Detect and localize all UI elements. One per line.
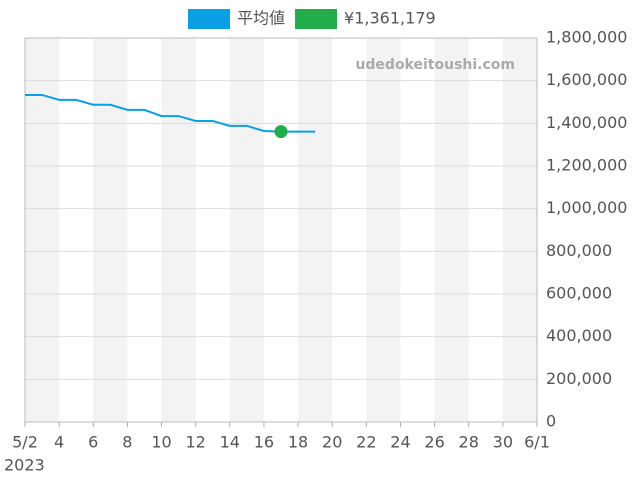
y-tick-label: 0 [546,412,556,431]
x-sublabel: 2023 [4,456,45,475]
y-tick-label: 1,000,000 [546,198,627,217]
x-tick-label: 28 [459,433,479,452]
x-tick-label: 30 [493,433,513,452]
y-tick-label: 400,000 [546,326,612,345]
y-tick-label: 1,200,000 [546,156,627,175]
x-tick-label: 6/1 [524,433,550,452]
y-tick-label: 1,800,000 [546,28,627,47]
stripe [25,38,60,422]
y-tick-label: 1,400,000 [546,113,627,132]
x-tick-label: 10 [151,433,171,452]
x-tick-label: 26 [424,433,444,452]
y-tick-label: 600,000 [546,284,612,303]
legend-label: ¥1,361,179 [344,9,436,28]
y-tick-label: 200,000 [546,369,612,388]
x-tick-label: 18 [288,433,308,452]
legend-swatch [295,9,338,29]
series-line [25,93,316,133]
y-tick-label: 800,000 [546,241,612,260]
x-tick-label: 14 [220,433,240,452]
background-stripes [25,38,537,422]
stripe [229,38,264,422]
x-tick-label: 22 [356,433,376,452]
watermark: udedokeitoushi.com [355,57,515,73]
x-tick-label: 5/2 [12,433,38,452]
plot-frame [24,37,538,423]
stripe [434,38,469,422]
stripe [502,38,537,422]
legend-swatch [188,9,230,29]
x-tick-label: 4 [54,433,64,452]
legend-label: 平均値 [237,9,285,28]
y-tick-label: 1,600,000 [546,70,627,89]
x-tick-label: 8 [122,433,132,452]
stripe [366,38,401,422]
x-tick-label: 6 [88,433,98,452]
point [274,125,288,139]
x-tick-label: 16 [254,433,274,452]
stripe [93,38,128,422]
x-tick-label: 20 [322,433,342,452]
stripe [298,38,333,422]
stripe [161,38,196,422]
x-tick-label: 12 [185,433,205,452]
x-tick-label: 24 [390,433,410,452]
